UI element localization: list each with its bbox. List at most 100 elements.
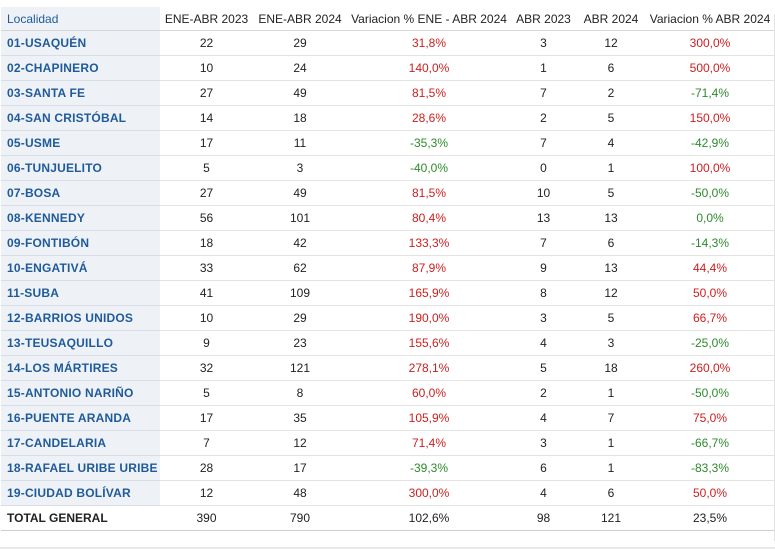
table-row: 02-CHAPINERO 10 24 140,0% 1 6 500,0% — [1, 55, 774, 81]
header-ene-abr-2024[interactable]: ENE-ABR 2024 — [253, 7, 347, 31]
cell-variacion-ene-abr: 81,5% — [347, 80, 511, 106]
cell-localidad[interactable]: 07-BOSA — [1, 180, 160, 206]
table-row: 08-KENNEDY 56 101 80,4% 13 13 0,0% — [1, 205, 774, 231]
cell-localidad[interactable]: 19-CIUDAD BOLÍVAR — [1, 480, 160, 506]
header-row: Localidad ENE-ABR 2023 ENE-ABR 2024 Vari… — [1, 7, 774, 31]
cell-abr-2024: 1 — [576, 455, 646, 481]
table-footer: TOTAL GENERAL 390 790 102,6% 98 121 23,5… — [1, 505, 774, 531]
table-row: 14-LOS MÁRTIRES 32 121 278,1% 5 18 260,0% — [1, 355, 774, 381]
total-row: TOTAL GENERAL 390 790 102,6% 98 121 23,5… — [1, 505, 774, 531]
cell-variacion-ene-abr: -35,3% — [347, 130, 511, 156]
cell-variacion-ene-abr: 87,9% — [347, 255, 511, 281]
cell-localidad[interactable]: 09-FONTIBÓN — [1, 230, 160, 256]
cell-localidad[interactable]: 01-USAQUÉN — [1, 30, 160, 56]
table-row: 13-TEUSAQUILLO 9 23 155,6% 4 3 -25,0% — [1, 330, 774, 356]
cell-abr-2023: 1 — [511, 55, 576, 81]
cell-variacion-abr: -71,4% — [646, 80, 774, 106]
cell-localidad[interactable]: 17-CANDELARIA — [1, 430, 160, 456]
header-variacion-abr[interactable]: Variacion % ABR 2024 — [646, 7, 774, 31]
cell-ene-abr-2024: 8 — [253, 380, 347, 406]
cell-localidad[interactable]: 16-PUENTE ARANDA — [1, 405, 160, 431]
cell-ene-abr-2023: 18 — [160, 230, 253, 256]
cell-ene-abr-2023: 10 — [160, 55, 253, 81]
cell-ene-abr-2024: 109 — [253, 280, 347, 306]
cell-ene-abr-2024: 62 — [253, 255, 347, 281]
cell-localidad[interactable]: 03-SANTA FE — [1, 80, 160, 106]
cell-ene-abr-2023: 5 — [160, 155, 253, 181]
cell-localidad[interactable]: 12-BARRIOS UNIDOS — [1, 305, 160, 331]
total-ene-abr-2024: 790 — [253, 505, 347, 531]
cell-variacion-abr: -14,3% — [646, 230, 774, 256]
cell-variacion-abr: 100,0% — [646, 155, 774, 181]
table-row: 06-TUNJUELITO 5 3 -40,0% 0 1 100,0% — [1, 155, 774, 181]
cell-ene-abr-2023: 14 — [160, 105, 253, 131]
cell-abr-2024: 7 — [576, 405, 646, 431]
table-row: 11-SUBA 41 109 165,9% 8 12 50,0% — [1, 280, 774, 306]
cell-variacion-abr: 150,0% — [646, 105, 774, 131]
cell-localidad[interactable]: 14-LOS MÁRTIRES — [1, 355, 160, 381]
cell-ene-abr-2024: 29 — [253, 30, 347, 56]
cell-abr-2023: 2 — [511, 105, 576, 131]
cell-ene-abr-2024: 18 — [253, 105, 347, 131]
cell-localidad[interactable]: 18-RAFAEL URIBE URIBE — [1, 455, 160, 481]
cell-abr-2023: 2 — [511, 380, 576, 406]
cell-variacion-ene-abr: 60,0% — [347, 380, 511, 406]
header-variacion-ene-abr[interactable]: Variacion % ENE - ABR 2024 — [347, 7, 511, 31]
cell-abr-2023: 3 — [511, 430, 576, 456]
cell-variacion-abr: 260,0% — [646, 355, 774, 381]
cell-abr-2023: 6 — [511, 455, 576, 481]
report-container: Localidad ENE-ABR 2023 ENE-ABR 2024 Vari… — [0, 7, 775, 549]
cell-variacion-ene-abr: -39,3% — [347, 455, 511, 481]
total-variacion-abr: 23,5% — [646, 505, 774, 531]
header-ene-abr-2023[interactable]: ENE-ABR 2023 — [160, 7, 253, 31]
cell-variacion-abr: -83,3% — [646, 455, 774, 481]
cell-ene-abr-2023: 41 — [160, 280, 253, 306]
cell-ene-abr-2023: 28 — [160, 455, 253, 481]
header-abr-2024[interactable]: ABR 2024 — [576, 7, 646, 31]
cell-variacion-ene-abr: 140,0% — [347, 55, 511, 81]
cell-abr-2023: 7 — [511, 130, 576, 156]
cell-abr-2024: 6 — [576, 55, 646, 81]
cell-abr-2023: 10 — [511, 180, 576, 206]
cell-abr-2024: 6 — [576, 480, 646, 506]
cell-ene-abr-2023: 5 — [160, 380, 253, 406]
table-row: 19-CIUDAD BOLÍVAR 12 48 300,0% 4 6 50,0% — [1, 480, 774, 506]
cell-abr-2023: 5 — [511, 355, 576, 381]
header-localidad[interactable]: Localidad — [1, 7, 160, 31]
cell-ene-abr-2023: 32 — [160, 355, 253, 381]
table-row: 12-BARRIOS UNIDOS 10 29 190,0% 3 5 66,7% — [1, 305, 774, 331]
cell-variacion-ene-abr: 71,4% — [347, 430, 511, 456]
header-abr-2023[interactable]: ABR 2023 — [511, 7, 576, 31]
cell-localidad[interactable]: 15-ANTONIO NARIÑO — [1, 380, 160, 406]
cell-localidad[interactable]: 05-USME — [1, 130, 160, 156]
cell-variacion-abr: 44,4% — [646, 255, 774, 281]
table-row: 03-SANTA FE 27 49 81,5% 7 2 -71,4% — [1, 80, 774, 106]
cell-variacion-abr: -50,0% — [646, 180, 774, 206]
cell-ene-abr-2024: 35 — [253, 405, 347, 431]
cell-abr-2023: 7 — [511, 230, 576, 256]
cell-abr-2023: 8 — [511, 280, 576, 306]
cell-abr-2023: 13 — [511, 205, 576, 231]
cell-localidad[interactable]: 11-SUBA — [1, 280, 160, 306]
total-variacion-ene-abr: 102,6% — [347, 505, 511, 531]
cell-localidad[interactable]: 13-TEUSAQUILLO — [1, 330, 160, 356]
cell-localidad[interactable]: 06-TUNJUELITO — [1, 155, 160, 181]
table-row: 01-USAQUÉN 22 29 31,8% 3 12 300,0% — [1, 30, 774, 56]
cell-localidad[interactable]: 02-CHAPINERO — [1, 55, 160, 81]
cell-variacion-ene-abr: 81,5% — [347, 180, 511, 206]
cell-variacion-ene-abr: 278,1% — [347, 355, 511, 381]
cell-abr-2023: 4 — [511, 330, 576, 356]
cell-variacion-abr: 300,0% — [646, 30, 774, 56]
cell-localidad[interactable]: 10-ENGATIVÁ — [1, 255, 160, 281]
cell-variacion-ene-abr: 28,6% — [347, 105, 511, 131]
cell-abr-2024: 1 — [576, 430, 646, 456]
cell-abr-2024: 13 — [576, 255, 646, 281]
cell-localidad[interactable]: 04-SAN CRISTÓBAL — [1, 105, 160, 131]
cell-ene-abr-2023: 27 — [160, 80, 253, 106]
cell-abr-2024: 5 — [576, 305, 646, 331]
cell-abr-2023: 0 — [511, 155, 576, 181]
cell-abr-2023: 7 — [511, 80, 576, 106]
cell-localidad[interactable]: 08-KENNEDY — [1, 205, 160, 231]
total-abr-2024: 121 — [576, 505, 646, 531]
cell-abr-2024: 1 — [576, 380, 646, 406]
